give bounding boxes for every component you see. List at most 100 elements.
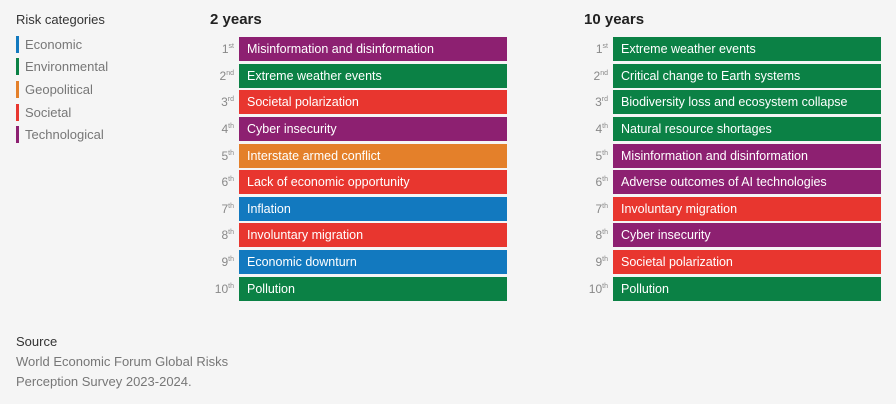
- risk-bar: Societal polarization: [239, 90, 507, 115]
- risk-bar: Misinformation and disinformation: [239, 37, 507, 62]
- rank-row: 8th Involuntary migration: [210, 222, 507, 249]
- rank-row: 1st Misinformation and disinformation: [210, 36, 507, 63]
- rank-number: 6: [595, 175, 603, 190]
- rank-suffix: th: [602, 282, 608, 290]
- two-year-rows: 1st Misinformation and disinformation 2nd E…: [210, 36, 507, 302]
- legend-item-technological: Technological: [16, 123, 108, 146]
- legend-item-environmental: Environmental: [16, 56, 108, 79]
- legend-swatch: [16, 126, 19, 144]
- legend-swatch: [16, 80, 19, 98]
- rank-row: 10th Pollution: [210, 275, 507, 302]
- rank-row: 6th Adverse outcomes of AI technologies: [584, 169, 881, 196]
- risk-bar: Pollution: [239, 276, 507, 301]
- risk-bar: Inflation: [239, 196, 507, 221]
- rank-label: 4th: [210, 122, 234, 136]
- rank-number: 5: [221, 148, 229, 163]
- rank-suffix: rd: [601, 96, 608, 104]
- rank-row: 5th Interstate armed conflict: [210, 142, 507, 169]
- risk-bar: Interstate armed conflict: [239, 143, 507, 168]
- ten-year-rows: 1st Extreme weather events 2nd Critical cha…: [584, 36, 881, 302]
- rank-number: 1: [595, 42, 603, 57]
- rank-suffix: th: [228, 176, 234, 184]
- rank-suffix: st: [228, 43, 234, 51]
- risk-bar: Biodiversity loss and ecosystem collapse: [613, 90, 881, 115]
- rank-suffix: th: [602, 123, 608, 131]
- rank-suffix: st: [602, 43, 608, 51]
- legend-swatch: [16, 35, 19, 53]
- rank-label: 1st: [584, 42, 608, 56]
- rank-number: 9: [595, 255, 603, 270]
- rank-label: 10th: [210, 282, 234, 296]
- risk-bar: Extreme weather events: [613, 37, 881, 62]
- risk-categories-legend: Risk categories Economic Environmental Geo…: [16, 12, 108, 146]
- risk-bar: Cyber insecurity: [613, 223, 881, 248]
- rank-label: 5th: [210, 149, 234, 163]
- rank-row: 4th Cyber insecurity: [210, 116, 507, 143]
- rank-row: 2nd Critical change to Earth systems: [584, 63, 881, 90]
- rank-row: 6th Lack of economic opportunity: [210, 169, 507, 196]
- rank-label: 3rd: [210, 95, 234, 109]
- rank-number: 2: [593, 68, 601, 83]
- rank-suffix: th: [602, 176, 608, 184]
- source-note: Source World Economic Forum Global Risks…: [16, 332, 236, 392]
- rank-number: 7: [595, 201, 603, 216]
- rank-number: 2: [219, 68, 227, 83]
- rank-label: 8th: [584, 228, 608, 242]
- source-title: Source: [16, 334, 58, 349]
- risk-bar: Misinformation and disinformation: [613, 143, 881, 168]
- rank-label: 5th: [584, 149, 608, 163]
- rank-number: 3: [221, 95, 228, 110]
- rank-label: 4th: [584, 122, 608, 136]
- rank-suffix: th: [602, 256, 608, 264]
- legend-item-societal: Societal: [16, 101, 108, 124]
- risk-bar: Societal polarization: [613, 250, 881, 275]
- rank-row: 9th Economic downturn: [210, 249, 507, 276]
- rank-row: 7th Inflation: [210, 196, 507, 223]
- rank-number: 9: [221, 255, 229, 270]
- rank-row: 3rd Biodiversity loss and ecosystem colla…: [584, 89, 881, 116]
- rank-number: 3: [595, 95, 602, 110]
- rank-number: 5: [595, 148, 603, 163]
- risk-bar: Economic downturn: [239, 250, 507, 275]
- legend-label: Societal: [25, 104, 72, 120]
- rank-number: 1: [221, 42, 229, 57]
- rank-number: 4: [221, 122, 229, 137]
- rank-label: 3rd: [584, 95, 608, 109]
- legend-item-geopolitical: Geopolitical: [16, 78, 108, 101]
- risk-bar: Involuntary migration: [613, 196, 881, 221]
- legend-items: Economic Environmental Geopolitical Societa…: [16, 33, 108, 146]
- rank-row: 4th Natural resource shortages: [584, 116, 881, 143]
- rank-number: 8: [595, 228, 603, 243]
- legend-swatch: [16, 58, 19, 76]
- legend-label: Economic: [25, 36, 83, 52]
- rank-label: 10th: [584, 282, 608, 296]
- rank-label: 7th: [210, 202, 234, 216]
- rank-label: 8th: [210, 228, 234, 242]
- rank-label: 9th: [584, 255, 608, 269]
- rank-row: 8th Cyber insecurity: [584, 222, 881, 249]
- rank-row: 9th Societal polarization: [584, 249, 881, 276]
- risk-bar: Lack of economic opportunity: [239, 170, 507, 195]
- rank-suffix: rd: [227, 96, 234, 104]
- rank-number: 10: [214, 281, 229, 296]
- rank-row: 7th Involuntary migration: [584, 196, 881, 223]
- rank-suffix: th: [602, 229, 608, 237]
- rank-row: 3rd Societal polarization: [210, 89, 507, 116]
- rank-label: 6th: [584, 175, 608, 189]
- risk-bar: Extreme weather events: [239, 63, 507, 88]
- rank-label: 9th: [210, 255, 234, 269]
- rank-suffix: th: [228, 149, 234, 157]
- risk-bar: Critical change to Earth systems: [613, 63, 881, 88]
- ten-year-panel: 10 years 1st Extreme weather events 2nd Cri…: [584, 10, 881, 302]
- rank-row: 2nd Extreme weather events: [210, 63, 507, 90]
- rank-suffix: nd: [600, 69, 608, 77]
- legend-title: Risk categories: [16, 12, 105, 27]
- legend-swatch: [16, 103, 19, 121]
- rank-suffix: th: [602, 202, 608, 210]
- rank-suffix: th: [602, 149, 608, 157]
- rank-row: 1st Extreme weather events: [584, 36, 881, 63]
- risk-bar: Cyber insecurity: [239, 117, 507, 142]
- rank-label: 7th: [584, 202, 608, 216]
- rank-row: 5th Misinformation and disinformation: [584, 142, 881, 169]
- rank-number: 10: [588, 281, 603, 296]
